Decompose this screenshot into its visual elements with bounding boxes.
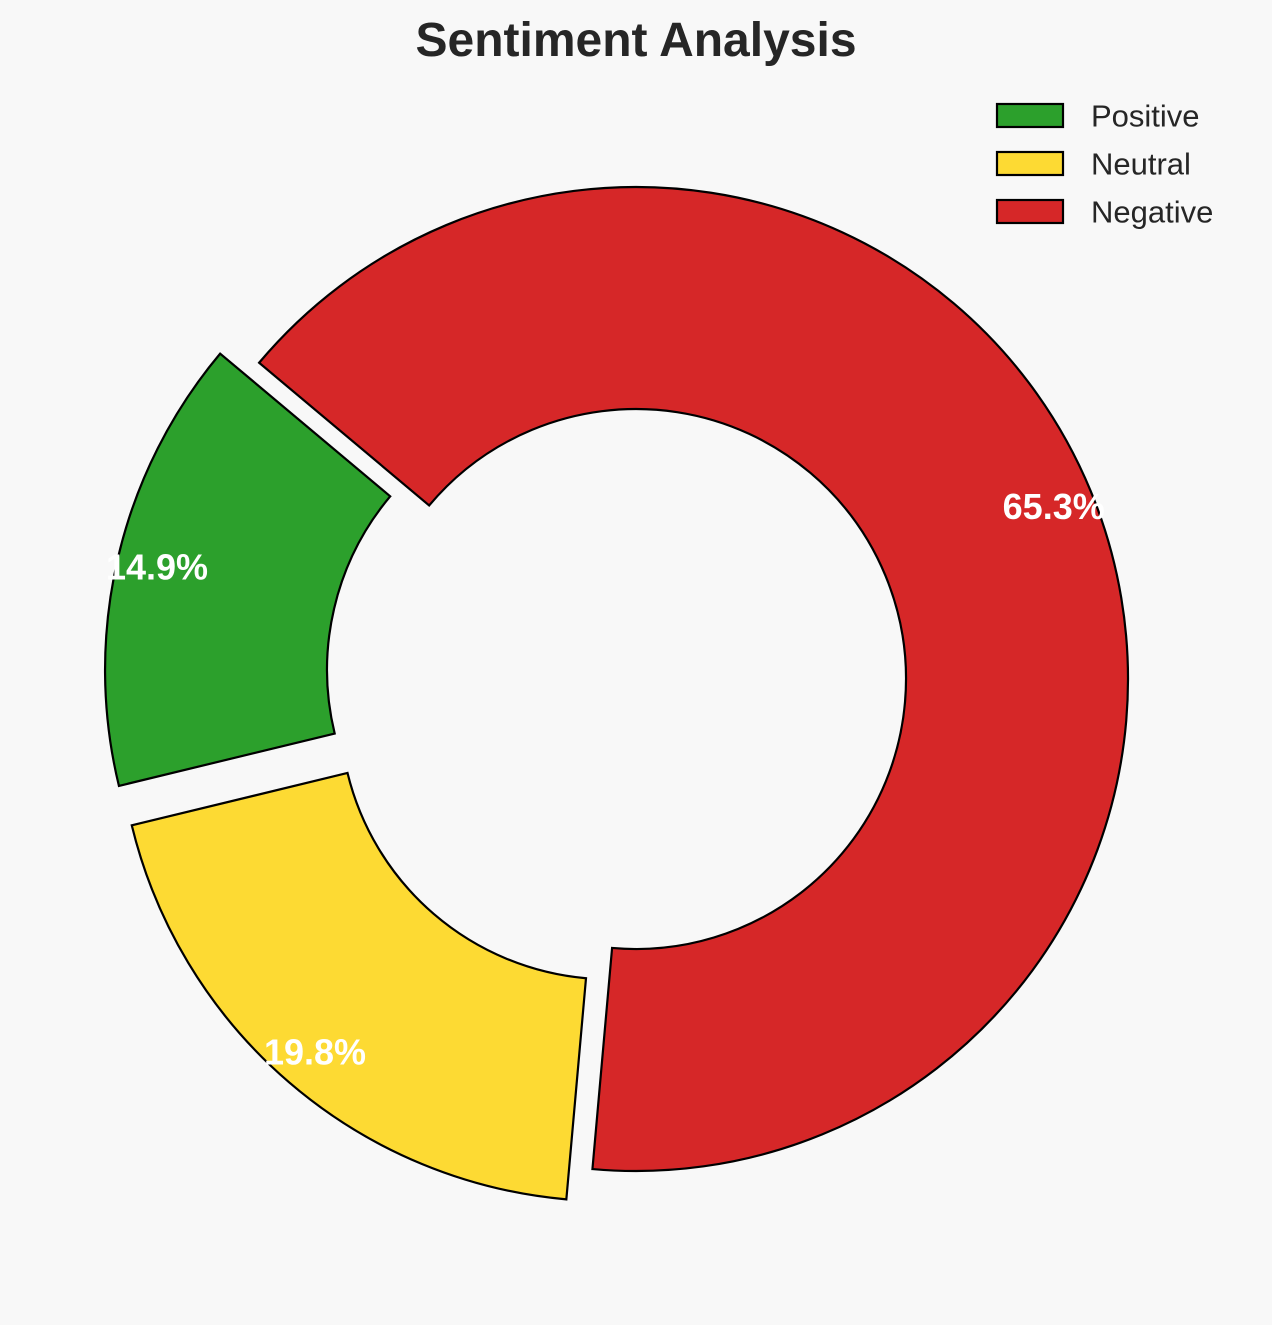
- legend-label-positive: Positive: [1091, 99, 1200, 134]
- legend-swatch-positive: [995, 102, 1065, 129]
- legend-label-negative: Negative: [1091, 195, 1213, 230]
- wedge-neutral: [130, 771, 588, 1201]
- legend: Positive Neutral Negative: [995, 99, 1213, 230]
- donut-wedges: [103, 185, 1130, 1201]
- pct-label-negative: 65.3%: [1003, 486, 1105, 527]
- pct-label-positive: 14.9%: [106, 546, 208, 587]
- wedge-negative: [257, 185, 1130, 1173]
- legend-swatch-neutral: [995, 150, 1065, 177]
- wedge-positive: [103, 352, 392, 788]
- percent-labels: 14.9% 19.8% 65.3%: [106, 486, 1105, 1073]
- legend-swatch-negative: [995, 198, 1065, 225]
- pct-label-neutral: 19.8%: [264, 1031, 366, 1072]
- legend-label-neutral: Neutral: [1091, 147, 1191, 182]
- chart-title: Sentiment Analysis: [415, 14, 856, 67]
